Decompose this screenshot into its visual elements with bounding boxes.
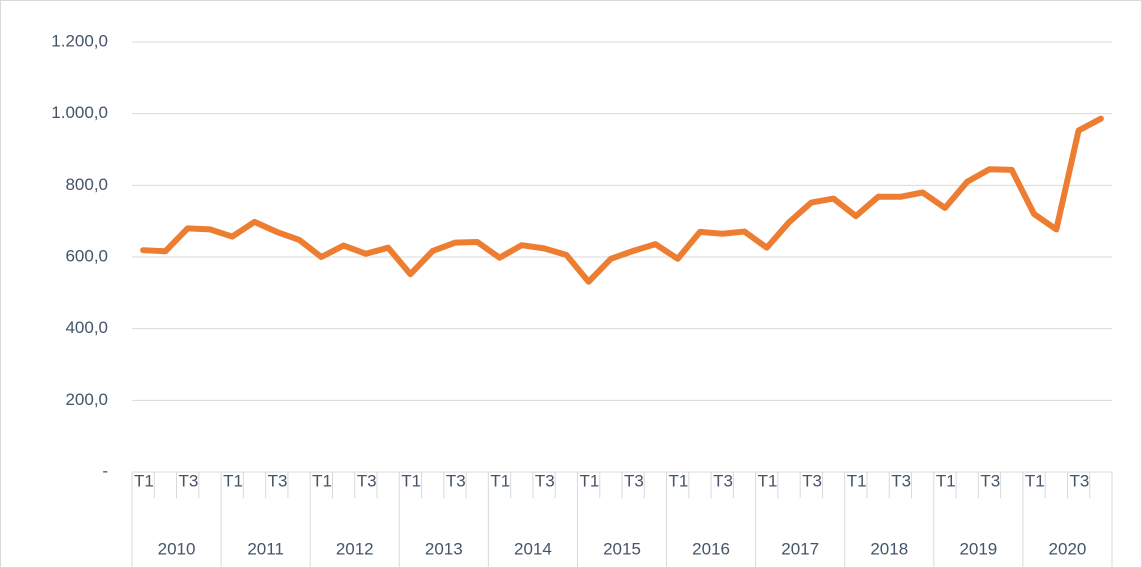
year-label: 2015: [603, 539, 641, 558]
year-label: 2020: [1049, 539, 1087, 558]
x-tick-label: T1: [134, 471, 154, 490]
year-label: 2013: [425, 539, 463, 558]
x-tick-label: T3: [624, 471, 644, 490]
data-line: [140, 115, 1104, 285]
y-tick-label: 1.000,0: [51, 103, 108, 122]
x-tick-label: T3: [1069, 471, 1089, 490]
year-label: 2019: [959, 539, 997, 558]
y-tick-label: -: [102, 461, 108, 480]
year-label: 2011: [247, 539, 284, 558]
y-tick-label: 200,0: [65, 390, 108, 409]
y-tick-label: 400,0: [65, 318, 108, 337]
x-tick-label: T1: [401, 471, 421, 490]
x-tick-label: T3: [535, 471, 555, 490]
year-label: 2017: [781, 539, 819, 558]
y-tick-label: 600,0: [65, 246, 108, 265]
year-label: 2010: [158, 539, 196, 558]
x-tick-label: T1: [847, 471, 867, 490]
year-label: 2012: [336, 539, 374, 558]
year-label: 2014: [514, 539, 552, 558]
x-tick-label: T1: [758, 471, 778, 490]
x-tick-label: T1: [312, 471, 332, 490]
y-tick-label: 1.200,0: [51, 31, 108, 50]
x-tick-label: T1: [490, 471, 510, 490]
year-label: 2018: [870, 539, 908, 558]
x-tick-label: T3: [713, 471, 733, 490]
y-tick-label: 800,0: [65, 175, 108, 194]
x-tick-label: T1: [223, 471, 243, 490]
x-tick-label: T3: [980, 471, 1000, 490]
x-tick-label: T3: [891, 471, 911, 490]
year-label: 2016: [692, 539, 730, 558]
x-tick-label: T3: [446, 471, 466, 490]
x-tick-label: T1: [669, 471, 689, 490]
x-tick-label: T3: [802, 471, 822, 490]
x-tick-label: T1: [1025, 471, 1045, 490]
x-tick-label: T1: [579, 471, 599, 490]
x-tick-label: T3: [179, 471, 199, 490]
x-tick-label: T3: [357, 471, 377, 490]
x-tick-label: T3: [268, 471, 288, 490]
x-tick-label: T1: [936, 471, 956, 490]
